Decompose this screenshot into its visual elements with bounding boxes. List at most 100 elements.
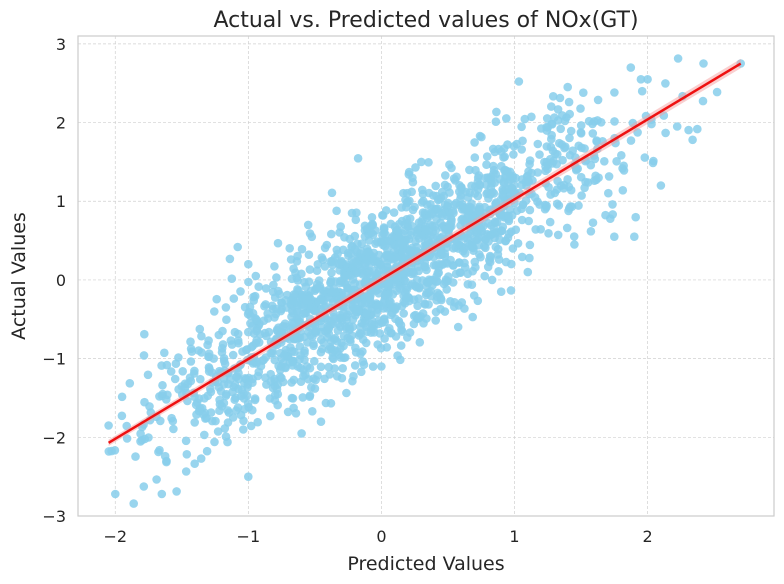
data-point (271, 304, 281, 314)
data-point (266, 369, 276, 379)
y-tick-label: −2 (42, 428, 66, 447)
data-point (383, 263, 393, 272)
data-point (378, 211, 387, 220)
data-point (426, 200, 435, 209)
data-point (260, 301, 269, 311)
data-point (245, 302, 255, 312)
data-point (395, 318, 404, 328)
data-point (656, 181, 666, 190)
data-point (268, 348, 277, 358)
data-point (643, 75, 652, 84)
data-point (197, 348, 206, 357)
data-point (468, 312, 478, 322)
data-point (604, 172, 614, 181)
data-point (139, 351, 149, 360)
data-point (487, 275, 497, 285)
data-point (349, 371, 358, 381)
data-point (579, 88, 588, 97)
data-point (204, 352, 213, 362)
data-point (295, 314, 304, 324)
data-point (471, 235, 480, 244)
data-point (330, 364, 340, 373)
data-point (500, 165, 510, 175)
data-point (495, 235, 504, 244)
data-point (636, 75, 646, 84)
data-point (244, 327, 253, 337)
data-point (618, 164, 627, 173)
data-point (140, 329, 149, 339)
data-point (306, 286, 316, 296)
data-point (312, 266, 322, 276)
data-point (408, 205, 418, 215)
data-point (327, 287, 337, 297)
data-point (158, 381, 167, 390)
data-point (617, 151, 626, 160)
data-point (326, 399, 336, 408)
data-point (160, 348, 169, 358)
data-point (386, 310, 396, 320)
data-point (289, 264, 298, 274)
data-point (288, 394, 298, 403)
data-point (648, 158, 658, 168)
data-point (404, 170, 414, 179)
data-point (541, 162, 550, 171)
data-point (486, 183, 496, 192)
data-point (326, 257, 336, 266)
data-point (584, 116, 594, 126)
data-point (574, 141, 583, 151)
data-point (438, 211, 447, 221)
data-point (327, 268, 336, 278)
data-point (546, 190, 555, 199)
data-point (473, 191, 483, 201)
data-point (157, 489, 167, 499)
data-point (360, 232, 370, 241)
data-point (555, 93, 565, 103)
data-point (699, 59, 708, 68)
data-point (499, 153, 508, 162)
data-point (452, 237, 462, 246)
data-point (400, 226, 409, 235)
data-point (576, 121, 586, 130)
data-point (186, 357, 196, 366)
data-point (274, 361, 283, 371)
data-point (463, 269, 473, 279)
data-point (371, 239, 380, 248)
data-point (269, 280, 278, 290)
data-point (187, 347, 197, 356)
data-point (425, 211, 434, 221)
data-point (504, 211, 513, 221)
data-point (401, 276, 410, 286)
data-point (413, 301, 422, 311)
x-tick-label: 0 (376, 527, 386, 546)
data-point (544, 182, 553, 192)
data-point (225, 254, 235, 264)
data-point (460, 233, 469, 242)
data-point (372, 269, 382, 279)
data-point (593, 95, 603, 105)
data-point (307, 232, 317, 242)
data-point (196, 374, 205, 384)
data-point (476, 227, 486, 236)
data-point (431, 316, 441, 325)
data-point (475, 206, 485, 216)
data-point (637, 86, 647, 96)
data-point (252, 315, 262, 325)
data-point (360, 319, 369, 328)
data-point (533, 139, 543, 149)
data-point (162, 360, 172, 370)
data-point (492, 107, 501, 117)
data-point (289, 375, 299, 385)
data-point (368, 362, 378, 371)
data-point (167, 413, 176, 423)
data-point (608, 200, 617, 209)
data-point (286, 255, 296, 264)
data-point (536, 225, 545, 234)
data-point (523, 267, 533, 277)
data-point (570, 240, 579, 249)
data-point (475, 180, 485, 189)
data-point (347, 208, 357, 218)
data-point (556, 124, 565, 134)
data-point (230, 380, 240, 390)
data-point (421, 237, 430, 247)
